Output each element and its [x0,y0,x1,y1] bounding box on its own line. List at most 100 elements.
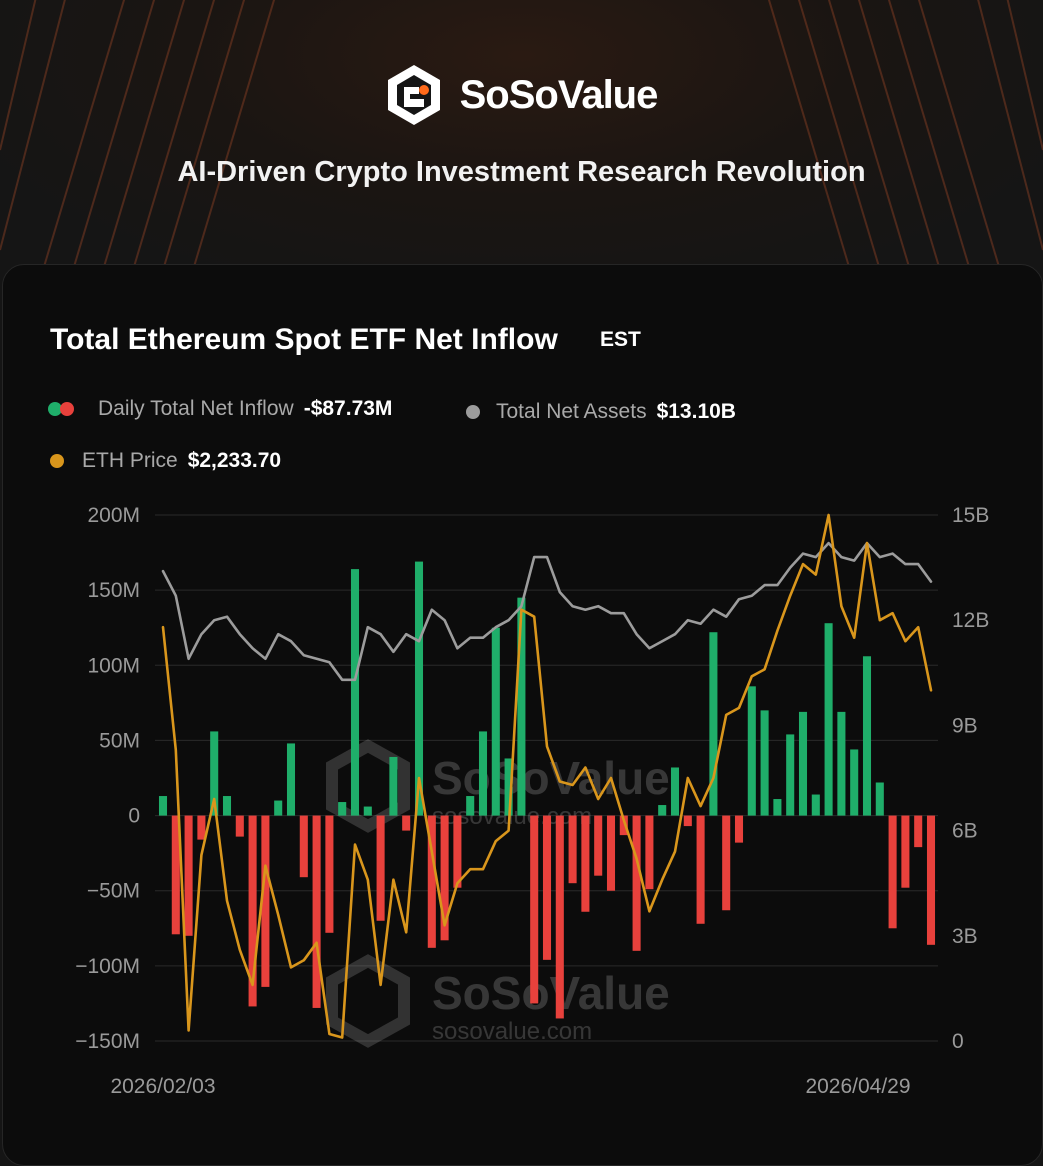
inflow-bar [350,569,360,816]
inflow-bar [645,815,654,890]
y-left-tick-label: −100M [75,955,140,978]
inflow-bar [850,749,859,816]
inflow-bar [824,623,833,816]
hero-banner: SoSoValue AI-Driven Crypto Investment Re… [0,0,1043,280]
inflow-bar [427,815,436,948]
y-right-tick-label: 3B [952,925,978,948]
legend-value: -$87.73M [303,397,393,420]
inflow-bar [222,796,232,816]
sosovalue-logo-icon [387,65,440,125]
inflow-bar [696,815,705,924]
inflow-bar [542,815,552,960]
inflow-bar [709,632,718,816]
y-left-tick-label: 100M [87,654,140,677]
brand-name: SoSoValue [459,72,659,117]
inflow-bar [619,815,628,836]
inflow-bar [312,815,321,1008]
inflow-bar [581,815,590,912]
inflow-bar [798,711,808,816]
legend-label: Total Net Assets [496,400,647,423]
tagline: AI-Driven Crypto Investment Research Rev… [177,156,866,188]
assets-dot-icon [466,405,480,419]
inflow-bar [210,731,219,816]
inflow-bar [632,815,641,951]
inflow-bar [338,802,347,816]
y-left-tick-label: 0 [128,805,140,828]
inflow-bar [811,794,820,816]
inflow-bar [670,767,680,816]
inflow-bar [376,815,385,921]
inflow-bar [504,758,513,816]
legend-label: ETH Price [82,449,178,472]
inflow-bar [158,796,168,816]
inflow-bar [453,815,462,888]
inflow-bar [683,815,692,827]
inflow-bar [466,796,475,816]
brand-lockup: SoSoValue [0,60,1043,130]
inflow-bar [286,743,296,816]
y-left-tick-label: 200M [87,504,140,527]
svg-text:sosovalue.com: sosovalue.com [432,1018,592,1045]
y-right-tick-label: 0 [952,1030,964,1053]
y-left-tick-label: 150M [87,579,140,602]
x-start-label: 2026/02/03 [110,1075,215,1098]
inflow-bar [299,815,308,878]
inflow-bar [440,815,449,941]
inflow-bar [926,815,936,945]
total-net-assets-line [161,541,933,682]
svg-text:SoSoValue: SoSoValue [432,967,670,1019]
timezone-label: EST [600,328,641,351]
inflow-bar [235,815,244,837]
inflow-bar [517,597,526,816]
inflow-bar [184,815,193,936]
inflow-bar [261,815,270,987]
y-right-tick-label: 6B [952,820,978,843]
y-left-tick-label: −50M [87,880,140,903]
inflow-bar [555,815,564,1019]
eth-price-line [161,513,933,1039]
legend-eth-price[interactable]: ETH Price $2,233.70 [50,449,281,473]
inflow-bar [786,734,795,816]
legend-label: Daily Total Net Inflow [98,397,294,420]
y-right-tick-label: 15B [952,504,989,527]
inflow-bar [901,815,910,888]
inflow-bar [568,815,577,884]
inflow-bar [888,815,897,929]
inflow-bar [325,815,334,933]
y-right-tick-label: 9B [952,714,978,737]
y-left-tick-label: −150M [75,1030,140,1053]
inflow-bar [747,686,756,816]
inflow-bar [760,710,769,816]
inflow-bar [875,782,884,816]
inflow-bar [658,805,667,816]
inflow-bar [402,815,411,831]
inflow-bar [837,711,846,816]
inflow-bar [363,806,372,816]
inflow-bar [414,561,424,816]
x-end-label: 2026/04/29 [805,1075,910,1098]
legend-net-inflow[interactable]: Daily Total Net Inflow -$87.73M [48,397,392,421]
legend-value: $2,233.70 [187,449,282,472]
inflow-bar [862,656,872,816]
chart-title: Total Ethereum Spot ETF Net Inflow [50,323,558,356]
legend-net-assets[interactable]: Total Net Assets $13.10B [466,400,736,424]
legend-value: $13.10B [656,400,736,423]
inflow-bar [734,815,744,843]
inflow-bar [914,815,923,848]
inflow-bar [722,815,731,911]
inflow-bar [248,815,257,1007]
price-dot-icon [50,454,64,468]
hero-pattern [0,0,1043,280]
inflow-bar [773,799,782,816]
inflow-dots-icon [48,401,76,417]
inflow-chart[interactable]: 200M 150M 100M 50M 0 −50M −100M −150M 15B 12B 9B 6B… [0,490,1043,1110]
inflow-bar [491,627,500,816]
inflow-bar [274,800,283,816]
inflow-bar [389,756,398,816]
y-right-tick-label: 12B [952,609,989,632]
inflow-bar [197,815,206,840]
y-left-tick-label: 50M [99,729,140,752]
inflow-bar [478,731,488,816]
inflow-bar [530,815,539,1004]
